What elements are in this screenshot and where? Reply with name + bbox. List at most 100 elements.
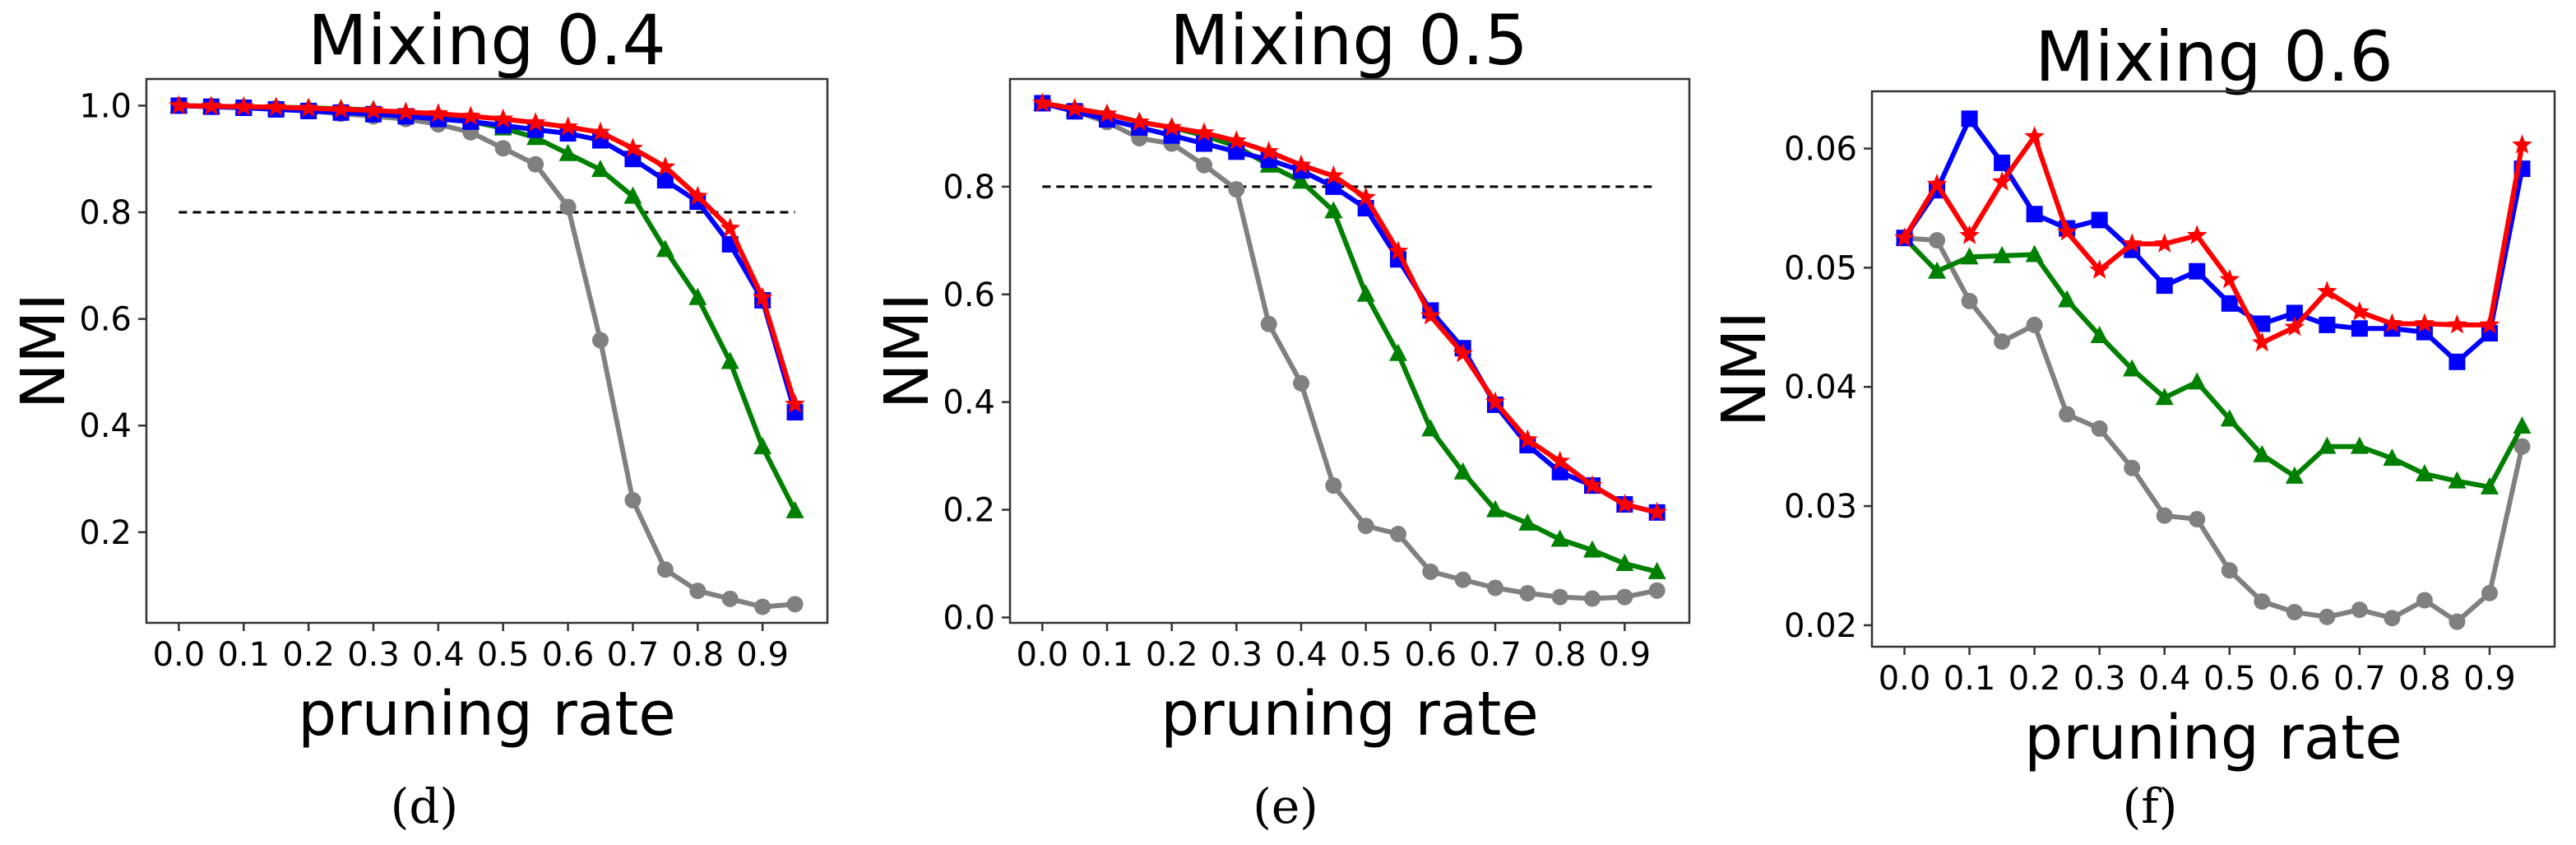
data-point-gray-circle — [1293, 374, 1309, 392]
chart-panel-2: Mixing 0.6 0.0 0.1 0.2 0.3 0.4 0.5 0.6 0.7 0.8 0.9… — [1709, 16, 2556, 834]
data-point-red-star — [2512, 134, 2532, 154]
chart-title: Mixing 0.6 — [2035, 16, 2393, 97]
data-point-red-star — [655, 156, 676, 176]
series-line-gray-circle — [178, 103, 795, 610]
data-point-green-triangle — [1960, 247, 1979, 265]
data-point-red-star — [2186, 225, 2208, 244]
x-tick-label: 0.0 — [1879, 660, 1931, 698]
data-point-red-star — [1355, 187, 1376, 207]
chart-panel-0: Mixing 0.4 0.0 0.1 0.2 0.3 0.4 0.5 0.6 0.7 0.8 0.9… — [8, 0, 829, 834]
data-point-green-triangle — [753, 437, 772, 455]
x-tick-label: 0.5 — [1340, 636, 1392, 674]
data-point-green-triangle — [1453, 462, 1472, 480]
data-point-green-triangle — [688, 287, 707, 305]
x-tick-label: 0.1 — [217, 636, 270, 674]
data-point-blue-square — [2091, 211, 2108, 229]
data-point-gray-circle — [1994, 333, 2011, 351]
data-point-gray-circle — [754, 598, 771, 615]
data-point-red-star — [1193, 122, 1215, 142]
data-point-blue-square — [2189, 262, 2206, 280]
data-point-red-star — [298, 97, 319, 118]
data-point-green-triangle — [2025, 244, 2044, 262]
data-point-gray-circle — [494, 140, 512, 157]
data-point-red-star — [752, 286, 773, 307]
panel-caption: (d) — [391, 778, 458, 834]
data-point-gray-circle — [786, 596, 804, 613]
y-tick-label: 0.2 — [79, 514, 132, 552]
data-point-red-star — [2089, 259, 2110, 279]
x-tick-label: 0.7 — [2333, 660, 2386, 698]
data-point-green-triangle — [2220, 409, 2239, 427]
data-point-green-triangle — [1356, 284, 1375, 302]
data-point-green-triangle — [2350, 436, 2369, 454]
data-point-red-star — [1096, 103, 1118, 123]
x-tick-label: 0.5 — [2203, 660, 2256, 698]
data-point-green-triangle — [2058, 290, 2077, 308]
series-line-gray-circle — [1041, 100, 1658, 601]
x-tick-label: 0.0 — [153, 636, 206, 674]
data-point-green-triangle — [1324, 201, 1343, 219]
y-tick-label: 0.0 — [943, 599, 995, 637]
data-point-gray-circle — [2384, 610, 2401, 627]
data-point-gray-circle — [1648, 582, 1666, 599]
data-point-gray-circle — [1422, 563, 1439, 580]
y-tick-label: 0.06 — [1784, 131, 1857, 169]
data-point-blue-square — [1196, 135, 1212, 152]
data-point-green-triangle — [720, 351, 739, 369]
x-tick-label: 0.9 — [736, 636, 789, 674]
data-point-gray-circle — [1454, 571, 1471, 588]
y-tick-label: 0.8 — [79, 194, 132, 232]
data-point-red-star — [1550, 450, 1570, 471]
data-point-gray-circle — [1357, 518, 1374, 535]
data-point-green-triangle — [2383, 448, 2402, 467]
data-point-red-star — [1161, 116, 1182, 137]
x-tick-label: 0.4 — [2138, 660, 2191, 698]
data-point-red-star — [233, 95, 254, 116]
data-point-red-star — [1991, 171, 2013, 191]
data-point-green-triangle — [1421, 419, 1440, 437]
data-point-green-triangle — [2285, 466, 2304, 484]
data-point-red-star — [396, 101, 416, 121]
data-point-green-triangle — [2318, 436, 2337, 454]
x-tick-label: 0.2 — [2008, 660, 2061, 698]
x-tick-label: 0.4 — [1275, 636, 1327, 674]
data-point-red-star — [558, 116, 578, 136]
x-tick-label: 0.3 — [2073, 660, 2126, 698]
data-point-red-star — [590, 121, 611, 142]
x-axis-label: pruning rate — [298, 679, 675, 750]
data-point-green-triangle — [1486, 499, 1504, 518]
data-point-green-triangle — [591, 160, 609, 178]
data-point-blue-square — [1961, 110, 1978, 128]
data-point-green-triangle — [1615, 554, 1634, 572]
data-point-gray-circle — [2254, 592, 2271, 610]
data-point-gray-circle — [2059, 406, 2076, 423]
plot-frame — [1870, 90, 2556, 648]
chart-title: Mixing 0.5 — [1170, 0, 1528, 81]
data-point-green-triangle — [2448, 471, 2467, 489]
data-point-gray-circle — [1325, 477, 1342, 494]
data-point-green-triangle — [1993, 245, 2012, 263]
data-point-gray-circle — [689, 583, 707, 600]
data-point-red-star — [493, 108, 514, 128]
y-tick-label: 0.02 — [1784, 607, 1857, 645]
x-tick-label: 0.7 — [607, 636, 660, 674]
series-line-gray-circle — [1904, 235, 2525, 624]
series-line-green-triangle — [1041, 100, 1658, 574]
y-tick-label: 1.0 — [79, 87, 132, 125]
data-point-gray-circle — [1616, 588, 1633, 606]
x-tick-label: 0.5 — [477, 636, 530, 674]
plot-frame — [1008, 77, 1691, 624]
data-point-blue-square — [2156, 277, 2173, 295]
data-point-red-star — [1032, 92, 1053, 112]
data-point-gray-circle — [1551, 588, 1568, 606]
data-point-red-star — [1064, 98, 1085, 118]
x-tick-label: 0.2 — [282, 636, 335, 674]
data-point-blue-square — [1994, 154, 2011, 171]
data-point-red-star — [331, 98, 351, 118]
data-point-blue-square — [2026, 206, 2043, 223]
data-point-green-triangle — [2480, 476, 2499, 494]
y-axis-label: NMI — [1709, 311, 1780, 427]
data-point-red-star — [1894, 227, 1915, 247]
data-point-red-star — [2024, 126, 2045, 146]
